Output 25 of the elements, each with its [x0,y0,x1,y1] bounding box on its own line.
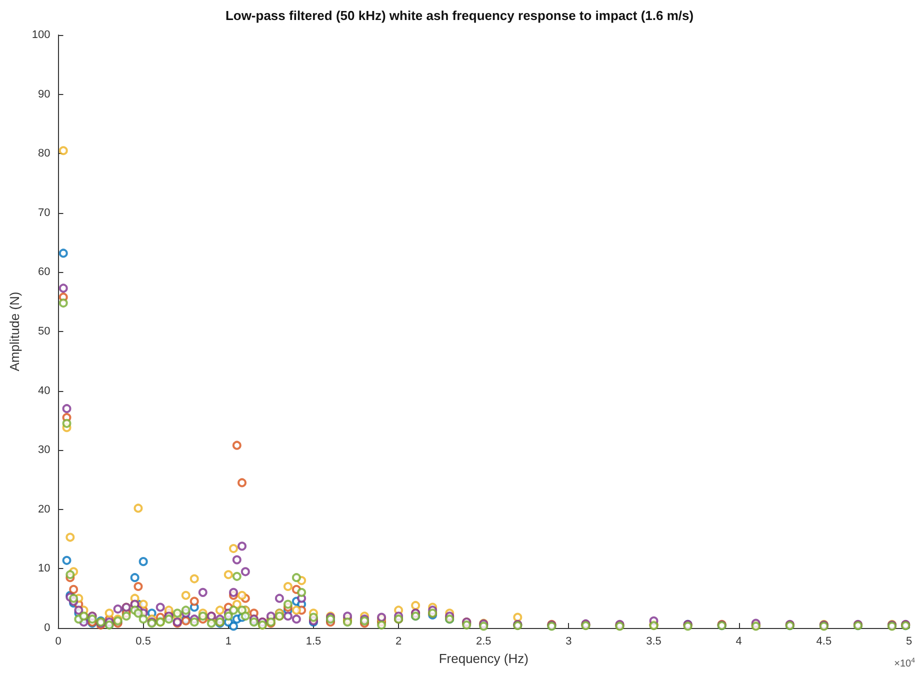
x-tick-label: 4 [736,636,742,648]
x-tick-label: 5 [906,636,912,648]
y-tick-label: 80 [38,148,50,160]
x-tick-label: 3.5 [646,636,662,648]
x-tick-label: 0.5 [136,636,151,648]
x-tick-label: 1.5 [306,636,322,648]
y-tick-label: 30 [38,444,50,456]
y-tick-label: 40 [38,384,50,397]
x-tick-label: 4.5 [816,636,832,648]
y-tick-label: 60 [38,266,50,278]
y-tick-label: 70 [38,206,50,219]
y-tick-label: 100 [32,29,50,41]
chart-title: Low-pass filtered (50 kHz) white ash frequency response to impact (1.6 m/s) [225,8,694,23]
x-tick-label: 3 [566,636,572,648]
x-tick-label: 2.5 [476,636,492,648]
x-axis-title: Frequency (Hz) [438,650,528,666]
y-tick-label: 0 [44,622,50,634]
y-tick-label: 90 [38,88,50,100]
x-tick-label: 0 [55,636,62,648]
y-axis-title: Amplitude (N) [7,292,22,372]
x-tick-label: 2 [395,636,402,648]
y-tick-label: 50 [38,326,50,338]
y-tick-label: 10 [38,562,50,575]
y-tick-label: 20 [38,503,50,516]
x-tick-label: 1 [225,636,232,648]
